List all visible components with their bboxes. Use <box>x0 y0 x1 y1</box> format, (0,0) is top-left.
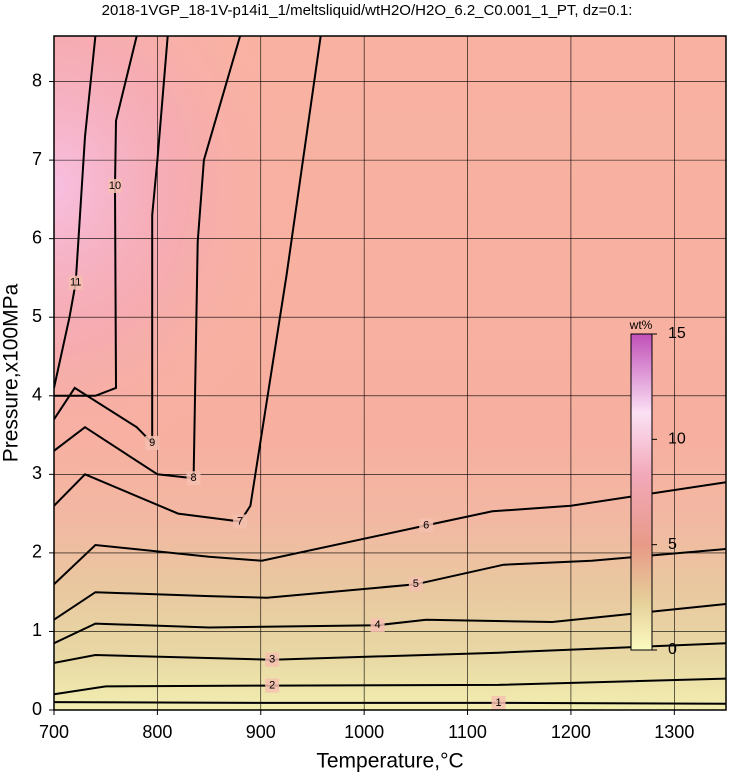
x-tick-label: 1200 <box>551 722 591 742</box>
contour-label-bg <box>419 518 434 533</box>
chart-title: 2018-1VGP_18-1V-p14i1_1/meltsliquid/wtH2… <box>102 2 633 19</box>
contour-label-bg <box>68 275 83 290</box>
x-tick-label: 1100 <box>448 722 487 742</box>
contour-label: 11 <box>70 277 81 289</box>
contour-label-bg <box>265 678 280 693</box>
contour-label-bg <box>408 577 423 592</box>
contour-label: 8 <box>191 472 197 484</box>
contour-label: 1 <box>495 697 501 709</box>
contour-line <box>54 36 138 397</box>
contour-line <box>54 481 726 586</box>
contour-label: 10 <box>109 180 121 192</box>
y-axis-label: Pressure,x100MPa <box>0 283 23 462</box>
colorbar-tick-label: 15 <box>668 325 686 342</box>
x-tick-label: 700 <box>39 722 69 742</box>
contour-line <box>54 548 726 621</box>
x-tick-label: 800 <box>142 722 172 742</box>
y-tick-label: 3 <box>32 463 42 483</box>
colorbar <box>630 333 653 651</box>
contour-label-bg <box>491 695 506 710</box>
contour-label-bg <box>145 435 160 450</box>
field-overlay <box>54 36 474 536</box>
x-axis-label: Temperature,°C <box>316 750 463 773</box>
plot: 1 2 3 4 5 6 7 8 9 10 11 <box>54 36 726 710</box>
colorbar-tick-label: 10 <box>668 431 686 448</box>
y-tick-label: 5 <box>32 306 42 326</box>
x-tick-label: 1300 <box>654 722 694 742</box>
y-tick-label: 7 <box>32 149 42 169</box>
y-tick-label: 0 <box>32 699 42 719</box>
contour-label: 6 <box>423 519 429 531</box>
colorbar-tick-label: 5 <box>668 536 677 553</box>
contour-label-bg <box>233 514 248 529</box>
x-tick-label: 1000 <box>344 722 384 742</box>
contour-label-bg <box>107 179 122 194</box>
contour-label: 4 <box>375 619 381 631</box>
frame <box>53 35 727 711</box>
contour-line <box>54 701 726 705</box>
y-tick-label: 6 <box>32 227 42 247</box>
contour-label-bg <box>265 652 280 667</box>
y-tick-label: 1 <box>32 620 42 640</box>
contour-label-bg <box>186 471 201 486</box>
contour-label: 2 <box>269 680 275 692</box>
contour-label-bg <box>370 618 385 633</box>
colorbar-tick-label: 0 <box>668 641 677 658</box>
contour-label: 7 <box>237 515 243 527</box>
x-tick-label: 900 <box>246 722 276 742</box>
contour-label: 5 <box>413 578 419 590</box>
y-tick-label: 8 <box>32 70 42 90</box>
y-tick-label: 4 <box>32 385 42 405</box>
contour-label: 9 <box>149 437 155 449</box>
y-tick-label: 2 <box>32 542 42 562</box>
contour-label: 3 <box>269 654 275 666</box>
colorbar-label: wt% <box>629 318 653 332</box>
